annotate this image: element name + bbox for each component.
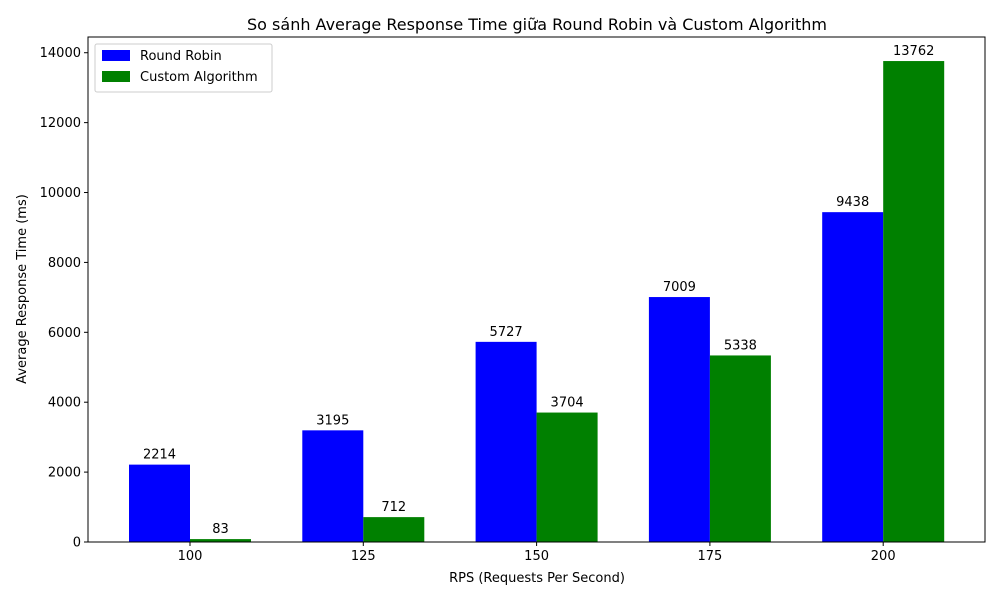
data-label: 5727 (490, 325, 523, 340)
y-tick-label: 0 (73, 536, 81, 551)
data-label: 9438 (836, 195, 869, 210)
legend-swatch (102, 71, 130, 82)
data-label: 7009 (663, 280, 696, 295)
y-tick-label: 12000 (40, 116, 81, 131)
y-tick-label: 4000 (48, 396, 81, 411)
bar-round-robin (475, 341, 537, 542)
bar-custom-algorithm (363, 517, 425, 542)
bar-round-robin (129, 464, 190, 542)
bar-custom-algorithm (536, 412, 598, 542)
x-tick-label: 125 (351, 549, 376, 564)
x-tick-label: 200 (871, 549, 896, 564)
chart-title: So sánh Average Response Time giữa Round… (247, 15, 827, 34)
data-label: 2214 (143, 448, 176, 463)
x-tick-label: 175 (697, 549, 722, 564)
bar-round-robin (822, 212, 884, 543)
data-label: 712 (381, 500, 406, 515)
x-axis: 100 125 150 175 200 (178, 542, 896, 564)
y-tick-label: 2000 (48, 466, 81, 481)
y-tick-label: 10000 (40, 186, 81, 201)
data-label: 3704 (551, 396, 584, 411)
legend-box (94, 43, 273, 93)
bar-custom-algorithm (709, 355, 771, 542)
data-label: 13762 (893, 44, 934, 59)
legend-label: Round Robin (140, 49, 222, 64)
data-label: 83 (212, 522, 229, 537)
legend: Round Robin Custom Algorithm (94, 43, 273, 93)
legend-label: Custom Algorithm (140, 70, 258, 85)
y-axis-label: Average Response Time (ms) (15, 194, 30, 384)
y-tick-label: 8000 (48, 256, 81, 271)
plot-area: 2214 83 3195 712 5727 3704 7009 5338 9438 13762 (129, 44, 945, 543)
x-tick-label: 100 (178, 549, 203, 564)
y-axis: 0 2000 4000 6000 8000 10000 12000 14000 (40, 46, 88, 551)
x-tick-label: 150 (524, 549, 549, 564)
bar-custom-algorithm (190, 539, 251, 542)
bar-custom-algorithm (883, 61, 945, 543)
bar-round-robin (302, 430, 364, 542)
legend-swatch (102, 50, 130, 61)
x-axis-label: RPS (Requests Per Second) (449, 571, 625, 586)
data-label: 3195 (316, 413, 349, 428)
data-label: 5338 (724, 338, 757, 353)
y-tick-label: 14000 (40, 46, 81, 61)
bar-round-robin (648, 297, 710, 542)
y-tick-label: 6000 (48, 326, 81, 341)
